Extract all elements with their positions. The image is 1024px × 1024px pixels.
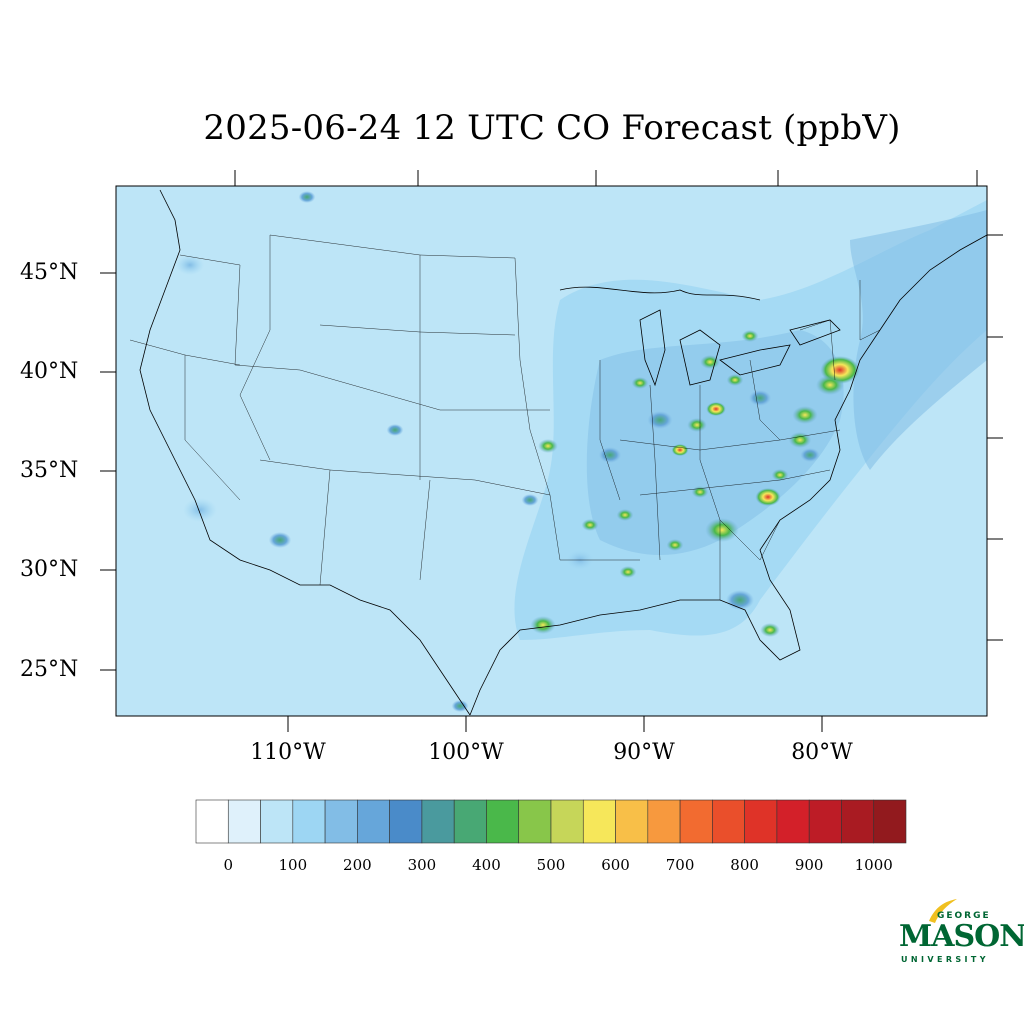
logo-mason-text: MASON bbox=[899, 919, 1024, 954]
lat-label-35: 35°N bbox=[20, 458, 79, 483]
logo-swoosh-icon bbox=[929, 899, 957, 923]
colorbar-tick-label: 0 bbox=[223, 856, 234, 874]
colorbar-tick-label: 100 bbox=[278, 856, 308, 874]
colorbar-swatch bbox=[744, 799, 778, 844]
colorbar-swatch bbox=[195, 799, 229, 844]
map-field bbox=[116, 186, 987, 716]
colorbar-swatch bbox=[841, 799, 875, 844]
colorbar bbox=[195, 799, 907, 844]
colorbar-tick-label: 300 bbox=[407, 856, 437, 874]
colorbar-tick-label: 1000 bbox=[854, 856, 893, 874]
lat-label-30: 30°N bbox=[20, 557, 79, 582]
latitude-ticks bbox=[100, 234, 1003, 671]
colorbar-tick-label: 600 bbox=[601, 856, 630, 874]
lon-label-110: 110°W bbox=[250, 740, 326, 765]
colorbar-swatch bbox=[357, 799, 390, 844]
longitude-ticks bbox=[234, 170, 978, 732]
colorbar-tick-label: 400 bbox=[472, 856, 501, 874]
colorbar-swatch bbox=[582, 799, 616, 844]
colorbar-swatch bbox=[873, 799, 907, 844]
logo-university-text: UNIVERSITY bbox=[901, 955, 989, 964]
colorbar-swatch bbox=[292, 799, 326, 844]
logo-george-text: GEORGE bbox=[937, 911, 991, 921]
colorbar-swatch bbox=[776, 799, 810, 844]
colorbar-swatch bbox=[518, 799, 552, 844]
colorbar-swatch bbox=[453, 799, 487, 844]
colorbar-swatch bbox=[421, 799, 455, 844]
state-borders bbox=[129, 234, 881, 600]
colorbar-tick-label: 700 bbox=[665, 856, 695, 874]
colorbar-swatch bbox=[227, 799, 261, 844]
colorbar-swatch bbox=[260, 799, 294, 844]
lon-label-90: 90°W bbox=[613, 740, 675, 765]
colorbar-tick-label: 200 bbox=[343, 856, 372, 874]
map-title: 2025-06-24 12 UTC CO Forecast (ppbV) bbox=[203, 108, 901, 148]
colorbar-swatch bbox=[324, 799, 358, 844]
coastline bbox=[139, 189, 987, 716]
gmu-logo: GEORGE MASON UNIVERSITY bbox=[893, 895, 1024, 975]
colorbar-swatch bbox=[808, 799, 842, 844]
lat-label-40: 40°N bbox=[20, 359, 79, 384]
lat-label-25: 25°N bbox=[20, 657, 79, 682]
colorbar-swatch bbox=[486, 799, 520, 844]
colorbar-tick-label: 500 bbox=[536, 856, 566, 874]
lon-label-80: 80°W bbox=[791, 740, 853, 765]
colorbar-swatch bbox=[389, 799, 423, 844]
colorbar-tick-label: 900 bbox=[794, 856, 824, 874]
lat-label-45: 45°N bbox=[20, 260, 79, 285]
map-frame bbox=[115, 185, 988, 717]
lon-label-100: 100°W bbox=[428, 740, 504, 765]
colorbar-swatch bbox=[712, 799, 745, 844]
colorbar-tick-label: 800 bbox=[730, 856, 759, 874]
colorbar-swatch bbox=[679, 799, 713, 844]
colorbar-swatch bbox=[647, 799, 681, 844]
colorbar-swatch bbox=[615, 799, 649, 844]
colorbar-swatch bbox=[550, 799, 584, 844]
